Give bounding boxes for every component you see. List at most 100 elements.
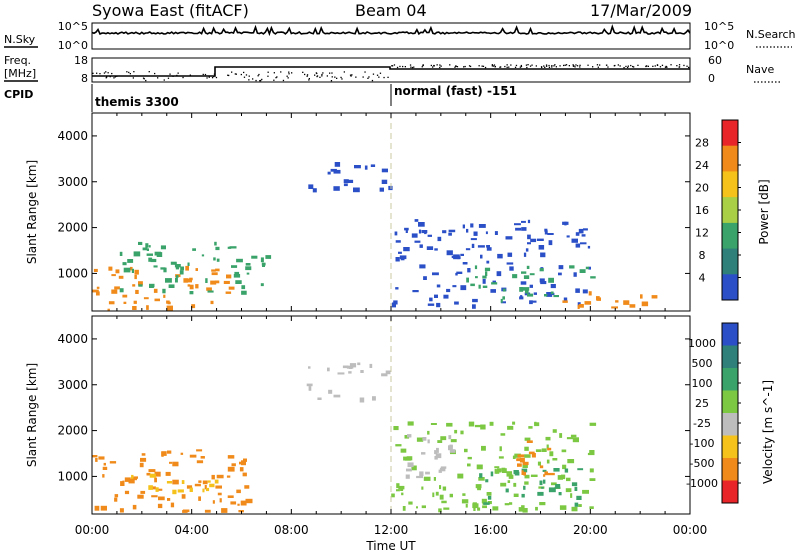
nave-dot (261, 78, 263, 81)
echo-cell (521, 505, 525, 509)
echo-cell (209, 483, 215, 488)
echo-cell (393, 426, 399, 431)
echo-cell (439, 467, 446, 472)
echo-cell (419, 244, 423, 248)
colorbar-tick-label: -1000 (686, 477, 718, 490)
colorbar-swatch (722, 171, 738, 198)
echo-cell (500, 433, 506, 436)
nave-dot (99, 73, 101, 75)
echo-cell (548, 277, 554, 283)
echo-cell (477, 245, 485, 248)
nave-dot (456, 66, 459, 68)
echo-cell (473, 506, 476, 511)
echo-cell (160, 267, 166, 270)
echo-cell (486, 247, 492, 251)
nave-dot (592, 66, 594, 68)
echo-cell (172, 479, 179, 485)
echo-cell (553, 295, 559, 298)
echo-cell (118, 275, 124, 279)
nave-dot (273, 79, 275, 81)
echo-cell (524, 481, 529, 485)
echo-cell (443, 507, 450, 510)
echo-cell (127, 259, 134, 263)
nave-dot (231, 71, 233, 73)
nave-dot (568, 65, 570, 67)
echo-cell (186, 278, 192, 283)
echo-cell (412, 290, 419, 293)
echo-cell (497, 253, 503, 259)
colorbar-tick-label: -25 (693, 417, 711, 430)
nave-dot (234, 73, 236, 75)
nave-dot (103, 72, 106, 74)
echo-cell (460, 285, 467, 291)
echo-cell (139, 462, 144, 468)
x-tick-label: 00:00 (75, 523, 110, 537)
nave-dot (248, 79, 250, 81)
echo-cell (175, 266, 180, 270)
nave-dot (368, 76, 370, 78)
nave-dot (515, 64, 518, 67)
echo-cell (406, 456, 413, 461)
nave-dot (535, 65, 537, 67)
power-frame (91, 112, 691, 312)
echo-cell (539, 268, 544, 272)
echo-cell (210, 280, 217, 285)
colorbar-tick-label: -100 (690, 437, 715, 450)
echo-cell (154, 251, 161, 256)
nave-label: Nave (746, 63, 774, 76)
echo-cell (480, 424, 486, 430)
echo-cell (502, 288, 506, 292)
echo-cell (411, 233, 418, 238)
nave-trace (92, 64, 690, 82)
echo-cell (432, 492, 435, 498)
nave-dot (508, 66, 510, 68)
echo-cell (245, 263, 251, 266)
nave-dot (576, 65, 579, 67)
nave-dot (432, 66, 434, 68)
echo-cell (448, 435, 452, 440)
echo-cell (170, 502, 175, 508)
nave-dot (520, 65, 523, 68)
echo-cell (522, 463, 528, 468)
echo-cell (502, 296, 505, 300)
echo-cell (589, 478, 596, 481)
echo-cell (427, 439, 430, 444)
echo-cell (539, 278, 545, 283)
echo-cell (228, 286, 235, 290)
echo-cell (544, 228, 548, 232)
nave-dot (204, 73, 207, 76)
echo-cell (421, 452, 426, 455)
echo-cell (207, 480, 211, 483)
echo-cell (513, 470, 519, 474)
nave-dot (319, 76, 321, 78)
nave-dot (399, 65, 401, 68)
echo-cell (448, 445, 453, 451)
nave-dot (371, 79, 374, 82)
echo-cell (195, 268, 198, 271)
colorbar-tick-label: 500 (692, 357, 713, 370)
echo-cell (491, 282, 498, 285)
nave-dot (637, 64, 639, 66)
echo-cell (580, 242, 587, 245)
cpid-strip: CPID themis 3300 normal (fast) -151 (4, 84, 517, 112)
echo-cell (122, 294, 128, 298)
echo-cell (578, 228, 584, 234)
colorbar-swatch (722, 390, 738, 414)
echo-cell (177, 489, 184, 493)
echo-cell (354, 165, 361, 169)
echo-cell (477, 486, 481, 491)
colorbar-frame (721, 322, 739, 504)
echo-cell (573, 272, 577, 277)
echo-cell (119, 251, 123, 256)
nave-dot (665, 66, 668, 68)
nave-dot (329, 72, 331, 74)
echo-cell (360, 370, 364, 373)
echo-cell (404, 227, 409, 231)
echo-cell (482, 275, 487, 279)
nsearch-tick-top: 10^5 (704, 20, 734, 33)
nave-dot (572, 65, 575, 67)
nave-dot (349, 74, 352, 76)
echo-cell (423, 476, 431, 481)
nave-dot (322, 72, 324, 74)
